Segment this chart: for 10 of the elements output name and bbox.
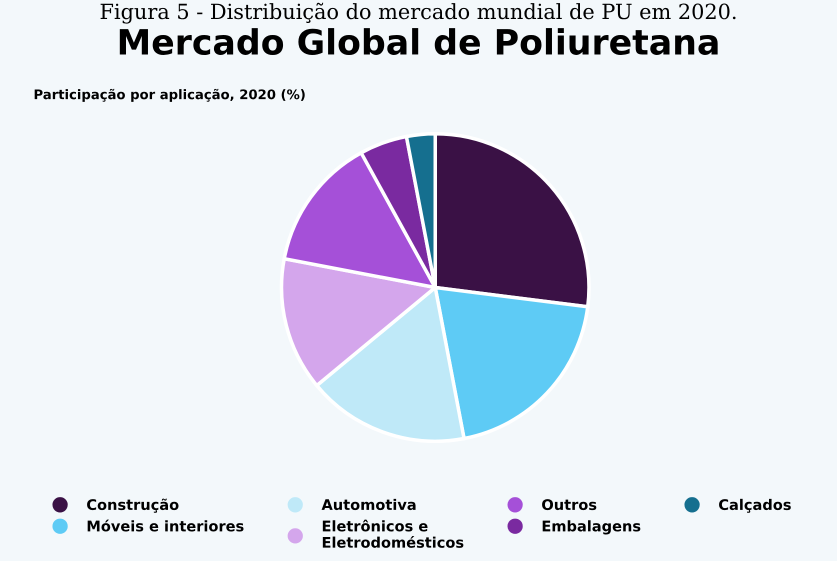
legend-label: Eletrônicos e Eletrodomésticos bbox=[322, 520, 464, 548]
chart-subtitle: Participação por aplicação, 2020 (%) bbox=[34, 88, 305, 102]
text: Figura 5 - Distribuição do mercado mundial de PU em 2020. bbox=[100, 2, 736, 24]
legend-label: Automotiva bbox=[322, 498, 416, 510]
legend-label: Outros bbox=[542, 499, 596, 510]
legend-label: Calçados bbox=[719, 498, 791, 513]
legend-label: Construção bbox=[87, 498, 179, 513]
chart-title: Mercado Global de Poliuretana bbox=[120, 28, 718, 55]
legend-label: Embalagens bbox=[542, 520, 640, 534]
legend-label: Móveis e interiores bbox=[88, 520, 244, 532]
